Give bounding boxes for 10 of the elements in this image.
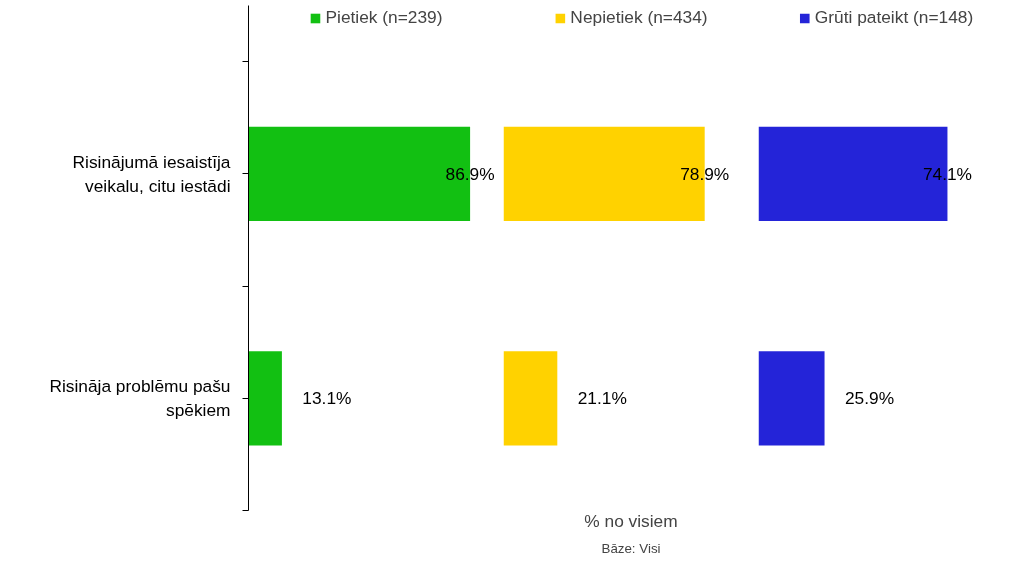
y-tick-label: Risināja problēmu pašu spēkiem (49, 376, 231, 421)
y-tick-label: Risinājumā iesaistīja veikalu, citu iestādi (72, 151, 231, 196)
legend-label: Nepietiek (n=434) (570, 7, 708, 28)
legend-label: Pietiek (n=239) (325, 7, 443, 28)
data-label: 21.1% (577, 388, 627, 409)
text: Bāze: Visi (601, 540, 661, 556)
x-axis-title: % no visiem (584, 510, 678, 531)
data-label: 25.9% (844, 388, 895, 409)
legend-label: Grūti pateikt (n=148) (814, 7, 974, 28)
data-label: 13.1% (302, 388, 352, 409)
